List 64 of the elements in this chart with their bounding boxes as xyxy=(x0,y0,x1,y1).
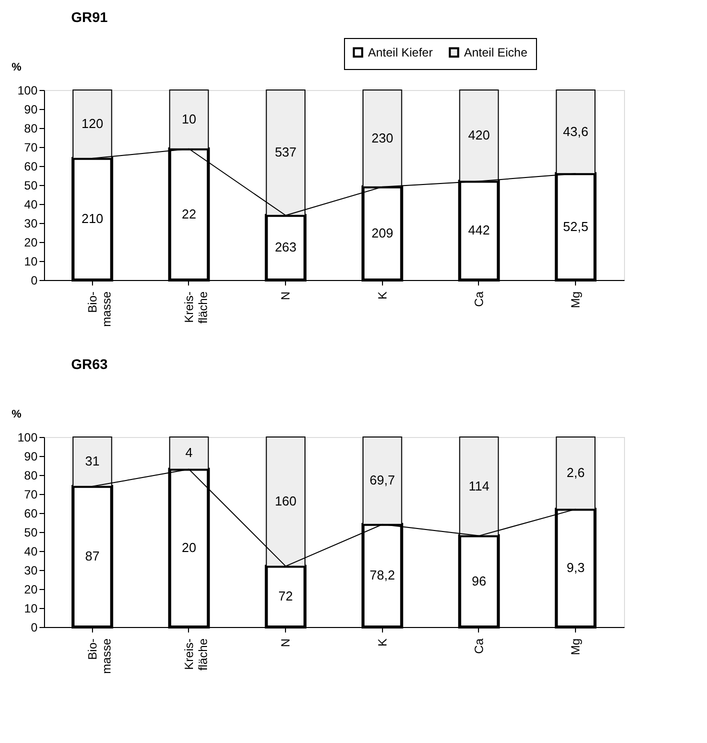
y-tick-label: 10 xyxy=(24,602,38,616)
x-tick-label: Bio- masse xyxy=(85,638,114,674)
y-tick-label: 0 xyxy=(30,274,38,288)
y-tick-label: 90 xyxy=(24,102,38,116)
y-tick-label: 40 xyxy=(24,544,38,558)
annotation: 442 xyxy=(468,222,490,238)
legend-label: Anteil Kiefer xyxy=(368,45,433,60)
annotation: 209 xyxy=(371,225,394,240)
y-tick-label: 10 xyxy=(24,254,38,268)
y-tick-label: 100 xyxy=(17,84,38,98)
y-tick-label: 30 xyxy=(24,216,38,230)
annotation: 160 xyxy=(274,494,297,509)
annotation: 230 xyxy=(371,130,394,146)
annotation: 210 xyxy=(81,211,104,226)
y-tick-label: 20 xyxy=(24,236,38,250)
y-tick-label: 70 xyxy=(24,140,38,154)
annotation: 87 xyxy=(85,548,100,564)
annotation: 31 xyxy=(85,454,100,469)
x-tick-label: Kreis- fläche xyxy=(182,291,210,324)
legend-label: Anteil Eiche xyxy=(464,45,528,60)
y-tick-label: 50 xyxy=(24,178,38,192)
x-tick-label: Mg xyxy=(568,292,583,308)
x-tick-label: Bio- masse xyxy=(85,291,114,327)
annotation: 22 xyxy=(182,206,196,222)
y-tick-label: 70 xyxy=(24,488,38,502)
chart-title: GR91 xyxy=(71,9,108,25)
annotation: 263 xyxy=(274,240,297,255)
annotation: 420 xyxy=(468,128,490,143)
annotation: 120 xyxy=(81,116,104,132)
x-tick-label: Ca xyxy=(472,638,486,654)
annotation: 4 xyxy=(185,445,193,460)
x-tick-label: K xyxy=(375,638,390,647)
annotation: 537 xyxy=(274,144,297,160)
y-tick-label: 80 xyxy=(24,122,38,136)
y-tick-label: 30 xyxy=(24,564,38,578)
y-tick-label: 20 xyxy=(24,582,38,596)
x-tick-label: Mg xyxy=(568,638,583,656)
x-tick-label: Ca xyxy=(472,291,486,307)
y-tick-label: 80 xyxy=(24,468,38,482)
annotation: 52,5 xyxy=(563,218,588,234)
y-axis-title: % xyxy=(12,62,22,74)
y-tick-label: 60 xyxy=(24,160,38,174)
annotation: 2,6 xyxy=(566,465,585,480)
x-tick-label: K xyxy=(375,292,390,300)
x-tick-label: N xyxy=(278,292,293,300)
annotation: 43,6 xyxy=(563,124,588,139)
annotation: 96 xyxy=(472,573,486,588)
annotation: 10 xyxy=(182,111,196,126)
y-tick-label: 0 xyxy=(30,620,38,634)
x-tick-label: Kreis- fläche xyxy=(182,638,210,671)
y-tick-label: 90 xyxy=(24,450,38,464)
chart-title: GR63 xyxy=(71,356,108,372)
annotation: 69,7 xyxy=(370,472,395,488)
y-tick-label: 40 xyxy=(24,198,38,212)
annotation: 20 xyxy=(182,540,196,556)
y-tick-label: 100 xyxy=(17,430,38,444)
annotation: 72 xyxy=(278,588,293,604)
x-tick-label: N xyxy=(278,638,293,648)
y-tick-label: 60 xyxy=(24,506,38,520)
y-axis-title: % xyxy=(12,408,22,420)
annotation: 9,3 xyxy=(566,560,585,576)
annotation: 78,2 xyxy=(370,568,395,583)
y-tick-label: 50 xyxy=(24,526,38,540)
annotation: 114 xyxy=(468,478,490,494)
